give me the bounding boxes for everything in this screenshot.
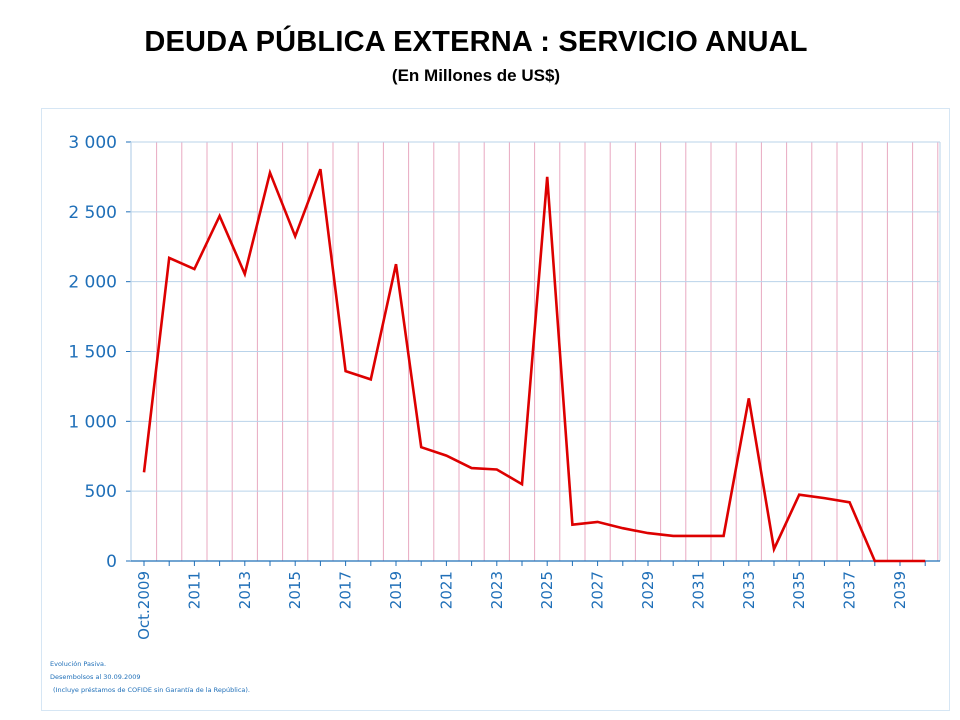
x-tick-label: 2031 [689, 571, 707, 609]
y-tick-label: 500 [85, 482, 117, 502]
series-line [142, 168, 926, 563]
x-tick-label: 2039 [891, 571, 909, 609]
chart-title: DEUDA PÚBLICA EXTERNA : SERVICIO ANUAL [144, 26, 808, 58]
note-line-1: Evolución Pasiva. [50, 660, 107, 668]
x-tick-label: 2013 [236, 571, 254, 609]
chart-frame: 0 500 1 000 1 500 2 000 2 500 3 000 Oct.2009 201… [41, 108, 950, 711]
chart-subtitle: (En Millones de US$) [391, 66, 561, 85]
y-tick-label: 3 000 [68, 133, 117, 153]
x-tick-label: 2021 [437, 571, 455, 609]
x-tick-label: Oct.2009 [135, 571, 153, 640]
x-tick-label: 2015 [286, 571, 304, 609]
x-tick-label: 2037 [841, 571, 859, 609]
y-tick-label: 1 500 [68, 343, 117, 363]
line-chart: 0 500 1 000 1 500 2 000 2 500 3 000 Oct.2009 201… [68, 133, 941, 640]
x-tick-label: 2027 [589, 571, 607, 609]
chart-notes: Evolución Pasiva. Desembolsos al 30.09.2… [50, 658, 250, 697]
x-tick-label: 2019 [387, 571, 405, 609]
note-line-2: Desembolsos al 30.09.2009 [50, 673, 141, 681]
note-line-3: (Incluye préstamos de COFIDE sin Garantí… [53, 686, 250, 694]
x-tick-label: 2023 [488, 571, 506, 609]
y-tick-label: 2 500 [68, 203, 117, 223]
x-tick-label: 2011 [185, 571, 203, 609]
y-tick-label: 1 000 [68, 412, 117, 432]
x-tick-label: 2025 [538, 571, 556, 609]
x-tick-label: 2029 [639, 571, 657, 609]
x-tick-label: 2033 [740, 571, 758, 609]
y-tick-label: 0 [106, 552, 117, 572]
x-tick-label: 2035 [790, 571, 808, 609]
x-tick-label: 2017 [337, 571, 355, 609]
y-tick-label: 2 000 [68, 273, 117, 293]
